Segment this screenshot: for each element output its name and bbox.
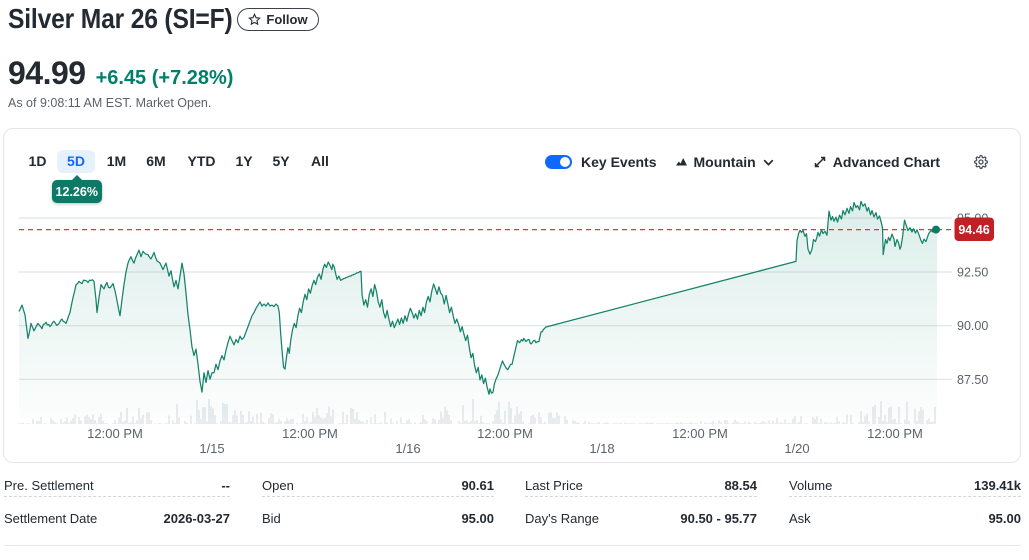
svg-text:94.46: 94.46 [958,223,989,237]
svg-text:92.50: 92.50 [957,266,988,280]
svg-text:87.50: 87.50 [957,373,988,387]
svg-text:1/20: 1/20 [784,441,809,456]
svg-text:1/15: 1/15 [199,441,224,456]
svg-text:12:00 PM: 12:00 PM [282,426,338,441]
svg-text:90.00: 90.00 [957,319,988,333]
svg-text:1/18: 1/18 [589,441,614,456]
svg-text:1/16: 1/16 [395,441,420,456]
svg-text:12:00 PM: 12:00 PM [477,426,533,441]
svg-text:12:00 PM: 12:00 PM [867,426,923,441]
svg-text:12:00 PM: 12:00 PM [672,426,728,441]
svg-text:12:00 PM: 12:00 PM [87,426,143,441]
